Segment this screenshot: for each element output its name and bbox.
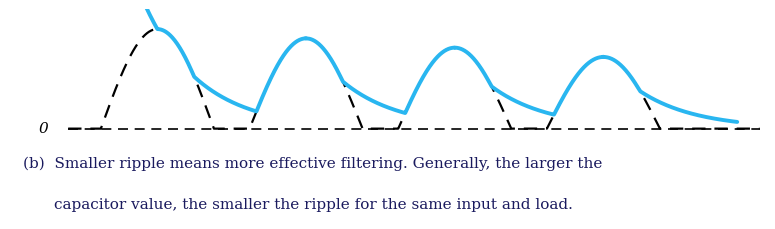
Text: capacitor value, the smaller the ripple for the same input and load.: capacitor value, the smaller the ripple …: [54, 198, 574, 212]
Text: 0: 0: [38, 122, 48, 136]
Text: (b)  Smaller ripple means more effective filtering. Generally, the larger the: (b) Smaller ripple means more effective …: [23, 156, 603, 171]
